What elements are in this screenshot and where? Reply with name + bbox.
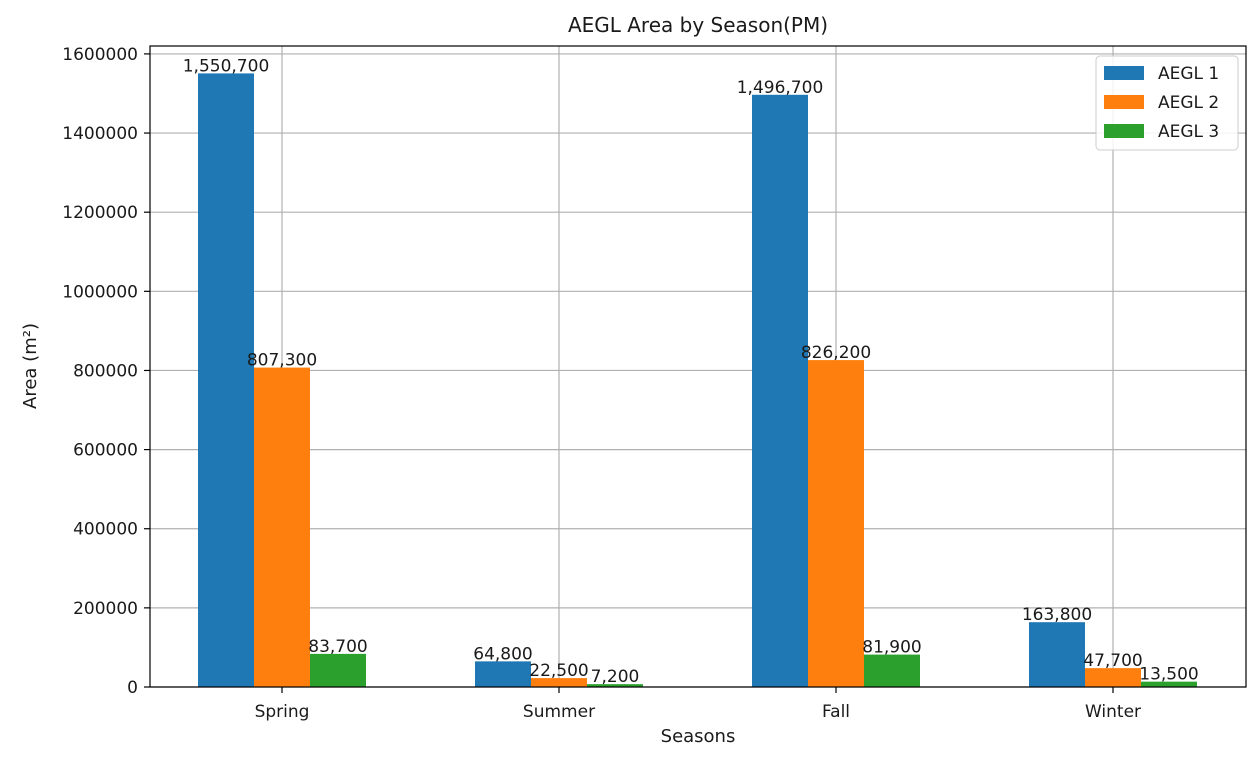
legend-label: AEGL 3 [1158,122,1219,142]
y-tick-label: 200000 [73,599,138,619]
x-tick-label: Summer [523,702,595,722]
y-axis-label: Area (m²) [20,323,41,409]
data-label: 81,900 [862,638,921,658]
legend-label: AEGL 1 [1158,64,1219,84]
bar [1085,668,1141,687]
x-tick-label: Winter [1085,702,1141,722]
y-tick-label: 800000 [73,361,138,381]
data-label: 1,550,700 [183,56,270,76]
y-tick-label: 1600000 [62,45,138,65]
y-axis-ticks: 0 200000 400000 600000 800000 1000000 1200000 1… [62,45,150,698]
x-tick-label: Spring [255,702,310,722]
bar [752,94,808,687]
bar [587,684,643,687]
grid-lines [150,46,1246,688]
bar [1141,681,1197,687]
bar [475,661,531,687]
legend-swatch [1104,66,1144,80]
y-tick-label: 1000000 [62,282,138,302]
data-label: 163,800 [1022,605,1092,625]
bar [808,360,864,687]
x-axis-label: Seasons [661,726,736,747]
data-label: 1,496,700 [737,78,824,98]
bar [254,367,310,687]
bar [310,653,366,687]
legend-swatch [1104,95,1144,109]
data-label: 47,700 [1083,651,1142,671]
data-label: 22,500 [529,661,588,681]
plot-frame [149,45,1247,688]
legend: AEGL 1 AEGL 2 AEGL 3 [1095,55,1239,151]
y-tick-label: 1400000 [62,124,138,144]
y-tick-label: 600000 [73,441,138,461]
x-axis-ticks: Spring Summer Fall Winter [255,687,1141,722]
legend-swatch [1104,124,1144,138]
y-tick-label: 400000 [73,520,138,540]
bar [198,73,254,688]
x-tick-label: Fall [822,702,850,722]
data-labels: 1,550,700 64,800 1,496,700 163,800 807,300 22… [183,56,1199,687]
bar [531,678,587,687]
chart-title: AEGL Area by Season(PM) [568,13,828,37]
data-label: 7,200 [591,667,640,687]
data-label: 826,200 [801,343,871,363]
bar [864,654,920,687]
legend-label: AEGL 2 [1158,93,1219,113]
data-label: 807,300 [247,351,317,371]
y-tick-label: 1200000 [62,203,138,223]
data-label: 13,500 [1139,665,1198,685]
data-label: 83,700 [308,637,367,657]
bars [198,73,1197,688]
y-tick-label: 0 [127,678,138,698]
data-label: 64,800 [473,644,532,664]
bar [1029,622,1085,687]
